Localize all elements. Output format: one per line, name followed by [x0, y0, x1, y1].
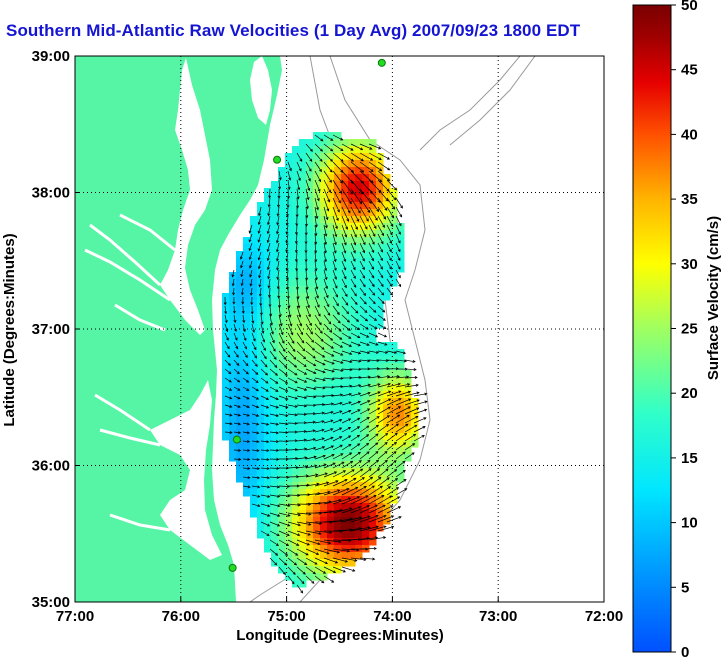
- colorbar-tick-label: 50: [681, 0, 698, 14]
- x-tick-label: 72:00: [585, 608, 623, 625]
- hf-radar-stations: [228, 58, 386, 572]
- colorbar: [632, 4, 672, 653]
- colorbar-tick-label: 25: [681, 321, 698, 338]
- colorbar-tick-label: 20: [681, 385, 698, 402]
- station-marker: [228, 563, 237, 572]
- colorbar-tick-label: 15: [681, 450, 698, 467]
- y-tick-label: 36:00: [32, 458, 70, 475]
- y-axis-ticks: 39:00 38:00 37:00 36:00 35:00: [32, 48, 80, 611]
- colorbar-tick-label: 0: [681, 644, 689, 659]
- map-grid: [75, 56, 604, 602]
- x-tick-label: 74:00: [373, 608, 411, 625]
- pamlico-sound: [150, 380, 222, 560]
- rivers: [84, 213, 176, 532]
- x-axis-label: Longitude (Degrees:Minutes): [236, 627, 444, 644]
- land-mass: [75, 56, 282, 602]
- x-tick-label: 77:00: [56, 608, 94, 625]
- y-tick-label: 38:00: [32, 185, 70, 202]
- colorbar-tick-label: 45: [681, 62, 698, 79]
- colorbar-label: Surface Velocity (cm/s): [705, 216, 722, 380]
- colorbar-tick-label: 10: [681, 515, 698, 532]
- map-title: Southern Mid-Atlantic Raw Velocities (1 …: [6, 21, 581, 40]
- x-tick-label: 76:00: [162, 608, 200, 625]
- x-tick-label: 75:00: [267, 608, 305, 625]
- station-marker: [377, 58, 386, 67]
- x-axis-ticks: 77:00 76:00 75:00 74:00 73:00 72:00: [56, 597, 623, 625]
- y-axis-label: Latitude (Degrees:Minutes): [1, 233, 18, 426]
- colorbar-tick-label: 5: [681, 579, 689, 596]
- colorbar-tick-label: 40: [681, 126, 698, 143]
- station-marker: [273, 155, 282, 164]
- station-marker: [232, 435, 241, 444]
- velocity-field: [222, 132, 419, 588]
- colorbar-ticks: 0 5 10 15 20 25 30 35 40 45 50: [671, 0, 698, 659]
- velocity-vectors: [223, 134, 428, 594]
- y-tick-label: 35:00: [32, 594, 70, 611]
- y-tick-label: 39:00: [32, 48, 70, 65]
- chesapeake-bay: [160, 58, 212, 335]
- delaware-bay: [250, 56, 272, 125]
- colorbar-tick-label: 30: [681, 256, 698, 273]
- x-tick-label: 73:00: [479, 608, 517, 625]
- colorbar-tick-label: 35: [681, 191, 698, 208]
- y-tick-label: 37:00: [32, 321, 70, 338]
